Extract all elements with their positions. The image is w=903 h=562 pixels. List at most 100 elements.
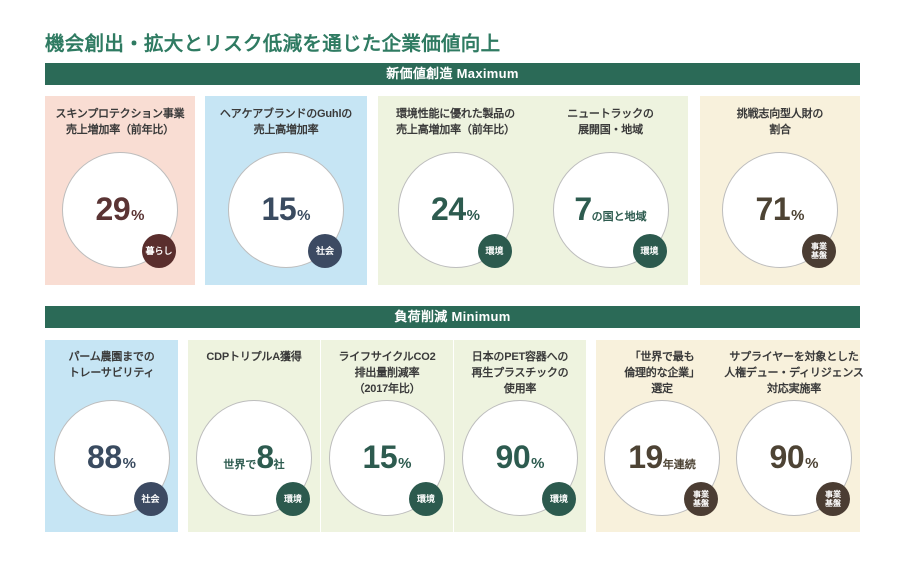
kpi-circle: 7 の国と地域 環境 — [552, 152, 669, 268]
kpi-title: CDPトリプルA獲得 — [188, 349, 320, 365]
kpi-title-line: 挑戦志向型人財の — [736, 108, 824, 120]
kpi-title-line: パーム農園までの — [68, 351, 155, 363]
kpi-item: ヘアケアブランドのGuhlの 売上高増加率 15% 社会 — [205, 96, 367, 285]
kpi-item: ライフサイクルCO2 排出量削減率 （2017年比） 15% 環境 — [320, 340, 453, 532]
kpi-value-suffix: % — [297, 207, 311, 224]
category-badge: 事業 基盤 — [684, 482, 718, 516]
kpi-title-line: 環境性能に優れた製品の — [396, 108, 515, 120]
kpi-item: CDPトリプルA獲得世界で 8 社環境 — [188, 340, 320, 532]
kpi-item: サプライヤーを対象とした 人権デュー・ディリジェンス 対応実施率 90% 事業 基盤 — [724, 340, 864, 532]
category-badge-label: 暮らし — [145, 246, 173, 256]
kpi-circle: 15% 社会 — [228, 152, 344, 268]
kpi-value: 24% — [399, 153, 513, 267]
kpi-title-line: 倫理的な企業」 — [624, 367, 700, 379]
kpi-card: パーム農園までの トレーサビリティ 88% 社会 — [45, 340, 178, 532]
category-badge-label: 基盤 — [825, 499, 841, 508]
kpi-title-line: 「世界で最も — [629, 351, 695, 363]
kpi-value: 15% — [330, 401, 444, 515]
kpi-title-line: 再生プラスチックの — [471, 367, 569, 379]
kpi-value-suffix: % — [791, 207, 805, 224]
category-badge: 環境 — [276, 482, 310, 516]
kpi-title-line: 排出量削減率 — [354, 367, 420, 379]
kpi-card: 「世界で最も 倫理的な企業」 選定 19 年連続 事業 基盤 サプライヤーを対象とした 人権デュ… — [596, 340, 864, 532]
kpi-value: 15% — [229, 153, 343, 267]
kpi-value-number: 15 — [362, 439, 398, 475]
kpi-value-number: 19 — [628, 439, 663, 475]
kpi-title: 環境性能に優れた製品の 売上高増加率（前年比） — [378, 106, 533, 138]
kpi-title-line: 売上高増加率（前年比） — [396, 124, 515, 136]
category-badge-label: 社会 — [315, 246, 334, 256]
kpi-card: ヘアケアブランドのGuhlの 売上高増加率 15% 社会 — [205, 96, 367, 285]
kpi-item: 挑戦志向型人財の 割合 71% 事業 基盤 — [700, 96, 860, 285]
kpi-value-suffix: % — [122, 455, 136, 472]
kpi-value-number: 7 — [574, 191, 592, 227]
kpi-circle: 24% 環境 — [397, 152, 514, 268]
kpi-value: 7 の国と地域 — [554, 153, 668, 267]
section-heading-band: 新価値創造 Maximum — [45, 63, 860, 85]
category-badge-label: 基盤 — [693, 499, 709, 508]
kpi-title-line: トレーサビリティ — [68, 367, 155, 379]
kpi-value-number: 29 — [95, 191, 131, 227]
kpi-item: 「世界で最も 倫理的な企業」 選定 19 年連続 事業 基盤 — [596, 340, 728, 532]
kpi-value: 19 年連続 — [605, 401, 719, 515]
kpi-item: 日本のPET容器への 再生プラスチックの 使用率 90% 環境 — [453, 340, 586, 532]
kpi-circle: 29% 暮らし — [62, 152, 178, 268]
kpi-title: 「世界で最も 倫理的な企業」 選定 — [596, 349, 728, 397]
kpi-value: 71% — [723, 153, 837, 267]
kpi-title: ヘアケアブランドのGuhlの 売上高増加率 — [205, 106, 367, 138]
kpi-title-line: CDPトリプルA獲得 — [206, 351, 302, 363]
kpi-card: 挑戦志向型人財の 割合 71% 事業 基盤 — [700, 96, 860, 285]
kpi-title: ライフサイクルCO2 排出量削減率 （2017年比） — [321, 349, 453, 397]
kpi-card: CDPトリプルA獲得 世界で 8 社環境 ライフサイクルCO2 排出量削減率 （2017年比… — [188, 340, 586, 532]
kpi-value: 世界で 8 社 — [197, 401, 311, 515]
kpi-value-number: 90 — [495, 439, 531, 475]
kpi-circle: 15% 環境 — [329, 400, 445, 516]
kpi-title-line: 日本のPET容器への — [471, 351, 569, 363]
category-badge: 環境 — [409, 482, 443, 516]
kpi-title: ニュートラックの 展開国・地域 — [533, 106, 688, 138]
kpi-title-line: 売上高増加率 — [253, 124, 319, 136]
kpi-title-line: 対応実施率 — [767, 383, 821, 395]
kpi-circle: 19 年連続 事業 基盤 — [604, 400, 720, 516]
kpi-title-line: 割合 — [769, 124, 791, 136]
kpi-value-prefix: 世界で — [223, 459, 257, 471]
kpi-value-number: 8 — [256, 439, 274, 475]
category-badge: 社会 — [308, 234, 342, 268]
kpi-title-line: ヘアケアブランドのGuhlの — [219, 108, 353, 120]
kpi-title-line: 売上増加率（前年比） — [66, 124, 174, 136]
kpi-card: スキンプロテクション事業 売上増加率（前年比） 29% 暮らし — [45, 96, 195, 285]
kpi-value-suffix: % — [805, 455, 819, 472]
category-badge: 事業 基盤 — [802, 234, 836, 268]
kpi-card: 環境性能に優れた製品の 売上高増加率（前年比） 24% 環境 ニュートラックの 展開国・地… — [378, 96, 688, 285]
kpi-circle: 90% 事業 基盤 — [736, 400, 852, 516]
kpi-value: 29% — [63, 153, 177, 267]
kpi-circle: 90% 環境 — [462, 400, 578, 516]
kpi-value-number: 71 — [755, 191, 791, 227]
category-badge-label: 環境 — [485, 246, 504, 256]
kpi-item: スキンプロテクション事業 売上増加率（前年比） 29% 暮らし — [45, 96, 195, 285]
kpi-item: ニュートラックの 展開国・地域 7 の国と地域 環境 — [533, 96, 688, 285]
kpi-title: パーム農園までの トレーサビリティ — [45, 349, 178, 381]
category-badge: 環境 — [542, 482, 576, 516]
kpi-title-line: スキンプロテクション事業 — [55, 108, 185, 120]
kpi-circle: 88% 社会 — [53, 400, 170, 516]
kpi-value-suffix: % — [531, 455, 545, 472]
kpi-circle: 世界で 8 社環境 — [196, 400, 312, 516]
category-badge: 環境 — [477, 234, 512, 268]
category-badge-label: 環境 — [416, 494, 435, 504]
kpi-title-line: ニュートラックの — [567, 108, 654, 120]
kpi-value-number: 88 — [87, 439, 122, 475]
category-badge: 環境 — [632, 234, 667, 268]
kpi-title-line: 使用率 — [503, 383, 537, 395]
kpi-title-line: 展開国・地域 — [578, 124, 643, 136]
kpi-value-number: 24 — [431, 191, 466, 227]
kpi-title-line: サプライヤーを対象とした — [729, 351, 859, 363]
kpi-title: スキンプロテクション事業 売上増加率（前年比） — [45, 106, 195, 138]
kpi-value-number: 15 — [261, 191, 297, 227]
category-badge-label: 環境 — [283, 494, 302, 504]
kpi-title-line: 選定 — [651, 383, 673, 395]
kpi-value-suffix: 年連続 — [662, 459, 696, 471]
category-badge-label: 基盤 — [811, 251, 827, 260]
category-badge: 事業 基盤 — [816, 482, 850, 516]
